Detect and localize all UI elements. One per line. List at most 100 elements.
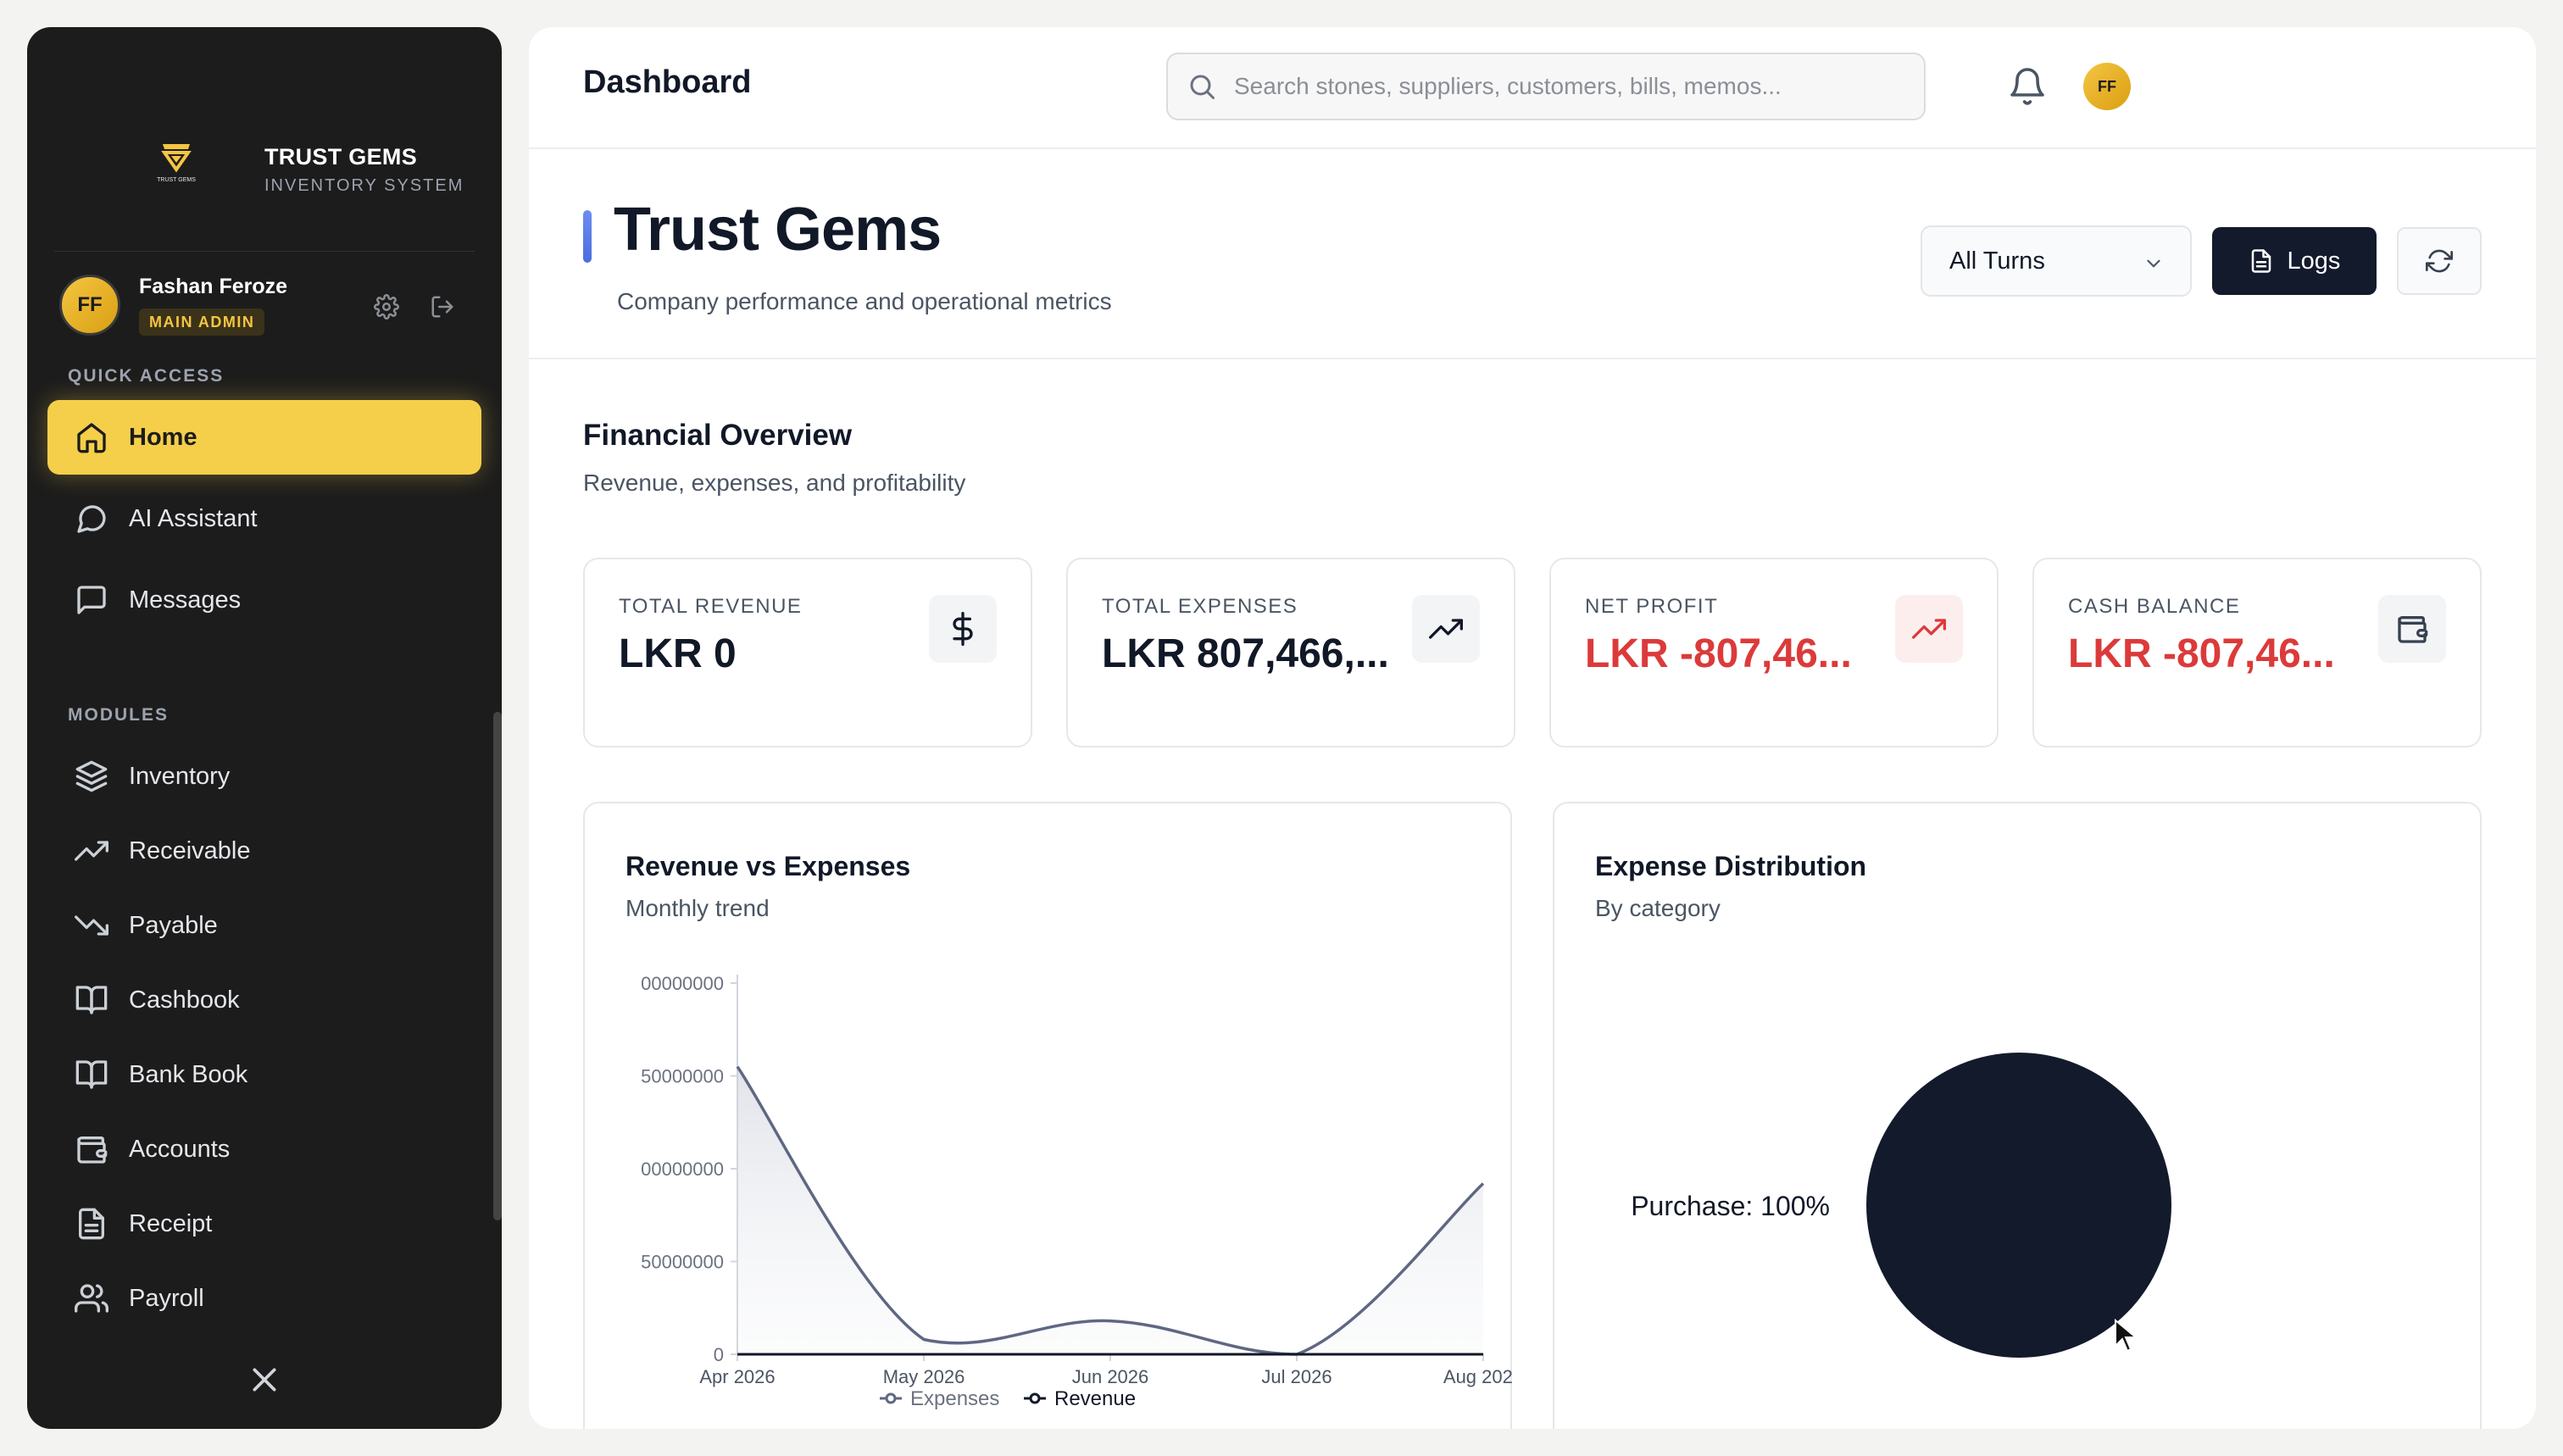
main-content: Dashboard FF Trust Gems Company performa…	[529, 27, 2536, 1429]
gear-icon	[374, 294, 399, 320]
card-value: LKR -807,46...	[1585, 631, 1852, 676]
company-title: Trust Gems	[614, 196, 942, 264]
card-value: LKR 0	[619, 631, 737, 676]
logout-button[interactable]	[425, 290, 459, 324]
nav-item-label: AI Assistant	[129, 504, 258, 532]
nav-item-messages[interactable]: Messages	[47, 563, 481, 637]
file-text-icon	[79, 1208, 105, 1240]
nav-item-label: Inventory	[129, 762, 231, 790]
logs-button[interactable]: Logs	[2212, 227, 2377, 295]
users-icon	[75, 1284, 108, 1313]
y-tick-label: 0	[714, 1344, 724, 1365]
sidebar: TRUST GEMS TRUST GEMS INVENTORY SYSTEM F…	[27, 27, 502, 1429]
nav-item-accounts[interactable]: Accounts	[47, 1112, 481, 1186]
card-icon-box	[1895, 595, 1963, 663]
quick-access-label: QUICK ACCESS	[68, 366, 225, 386]
card-label: TOTAL REVENUE	[619, 595, 803, 618]
legend-label: Revenue	[1054, 1387, 1136, 1410]
nav-item-label: Home	[129, 423, 197, 451]
legend-label: Expenses	[910, 1387, 999, 1410]
revenue-expenses-chart: 0 50000000 00000000 50000000 00000000 Apr 202…	[585, 956, 1514, 1410]
y-tick-label: 50000000	[641, 1252, 724, 1273]
nav-item-label: Messages	[129, 586, 242, 614]
nav-item-cashbook[interactable]: Cashbook	[47, 963, 481, 1037]
search-icon	[1190, 75, 1215, 99]
home-icon	[77, 423, 106, 453]
close-icon[interactable]	[247, 1363, 281, 1397]
total-expenses-card: TOTAL EXPENSES LKR 807,466,...	[1066, 558, 1515, 747]
refresh-button[interactable]	[2397, 227, 2482, 295]
book-open-icon	[75, 1060, 108, 1089]
card-value: LKR -807,46...	[2068, 631, 2335, 676]
search-box[interactable]	[1166, 53, 1926, 120]
nav-item-label: Receipt	[129, 1209, 213, 1237]
top-bar: Dashboard FF	[529, 27, 2536, 149]
series-line-expenses	[736, 1065, 1485, 1356]
header-avatar[interactable]: FF	[2083, 63, 2131, 110]
logs-button-label: Logs	[2287, 247, 2341, 275]
file-text-icon	[2251, 249, 2271, 273]
nav-item-payable[interactable]: Payable	[47, 888, 481, 963]
y-tick-label: 50000000	[641, 1066, 724, 1087]
bell-icon[interactable]	[2007, 66, 2048, 107]
nav-item-inventory[interactable]: Inventory	[47, 739, 481, 814]
page-title: Dashboard	[583, 64, 752, 100]
total-revenue-card: TOTAL REVENUE LKR 0	[583, 558, 1032, 747]
trending-up-icon	[75, 841, 108, 861]
nav-item-ai-assistant[interactable]: AI Assistant	[47, 481, 481, 556]
axis-clip-mask	[585, 956, 625, 1380]
nav-item-home[interactable]: Home	[47, 400, 481, 475]
x-tick-label: Jul 2026	[1261, 1366, 1332, 1387]
settings-button[interactable]	[370, 290, 403, 324]
trending-down-icon	[75, 915, 108, 936]
chevron-down-icon	[2147, 259, 2160, 268]
card-label: CASH BALANCE	[2068, 595, 2241, 618]
brand-subtitle: INVENTORY SYSTEM	[264, 176, 464, 195]
turns-select[interactable]: All Turns	[1921, 225, 2192, 297]
brand-logo: TRUST GEMS	[157, 144, 196, 183]
logout-icon	[431, 296, 453, 318]
pie-slice-label: Purchase: 100%	[1631, 1191, 1830, 1221]
book-open-icon	[75, 986, 108, 1014]
nav-item-label: Payroll	[129, 1284, 204, 1312]
expense-pie-chart: Purchase: 100%	[1631, 1053, 2171, 1358]
nav-item-payroll[interactable]: Payroll	[47, 1261, 481, 1336]
card-label: NET PROFIT	[1585, 595, 1719, 618]
trending-up-icon	[1429, 619, 1463, 639]
x-tick-label: May 2026	[883, 1366, 965, 1387]
nav-item-receipt[interactable]: Receipt	[47, 1186, 481, 1261]
search-input[interactable]	[1234, 73, 1912, 100]
expense-distribution-panel: Expense Distribution By category Purchas…	[1553, 802, 2482, 1429]
nav-item-receivable[interactable]: Receivable	[47, 814, 481, 888]
sidebar-scrollbar[interactable]	[493, 712, 502, 1220]
layers-icon	[75, 760, 108, 792]
nav-item-label: Payable	[129, 911, 218, 939]
financial-overview-title: Financial Overview	[583, 419, 853, 452]
series-area-expenses	[737, 1066, 1483, 1354]
brand-name: TRUST GEMS	[264, 144, 418, 169]
mouse-cursor-icon	[2115, 1319, 2138, 1353]
card-icon-box	[2378, 595, 2446, 663]
pie-slice	[1866, 1053, 2171, 1358]
panel-subtitle: By category	[1595, 895, 1721, 921]
y-tick-label: 00000000	[641, 1159, 724, 1180]
y-tick-label: 00000000	[641, 973, 724, 994]
card-icon-box	[1412, 595, 1480, 663]
company-subtitle: Company performance and operational metr…	[617, 288, 1112, 314]
wallet-icon	[2398, 616, 2428, 643]
nav-item-label: Receivable	[129, 836, 251, 864]
nav-item-bank-book[interactable]: Bank Book	[47, 1037, 481, 1112]
wallet-icon	[77, 1136, 108, 1164]
message-square-icon	[77, 586, 106, 614]
card-value: LKR 807,466,...	[1102, 631, 1389, 676]
panel-title: Revenue vs Expenses	[625, 851, 911, 881]
financial-overview-subtitle: Revenue, expenses, and profitability	[583, 470, 966, 496]
user-avatar[interactable]: FF	[59, 275, 120, 336]
x-tick-label: Aug 2026	[1443, 1366, 1514, 1387]
dollar-icon	[953, 612, 973, 646]
net-profit-card: NET PROFIT LKR -807,46...	[1549, 558, 1999, 747]
modules-label: MODULES	[68, 705, 169, 725]
trending-up-icon	[1912, 619, 1946, 639]
legend-marker	[885, 1392, 897, 1404]
accent-bar	[583, 210, 592, 263]
